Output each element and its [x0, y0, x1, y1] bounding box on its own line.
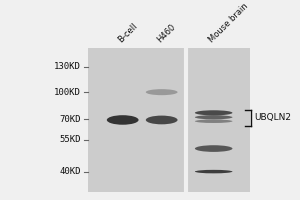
Ellipse shape — [195, 170, 232, 173]
Text: 55KD: 55KD — [59, 135, 81, 144]
Text: 100KD: 100KD — [54, 88, 81, 97]
Ellipse shape — [146, 89, 178, 95]
Text: B-cell: B-cell — [116, 22, 139, 44]
Text: 70KD: 70KD — [59, 115, 81, 124]
Ellipse shape — [107, 115, 139, 125]
Bar — [88, 48, 250, 192]
Ellipse shape — [195, 110, 232, 115]
Ellipse shape — [195, 119, 232, 123]
Ellipse shape — [195, 145, 232, 152]
Text: 40KD: 40KD — [59, 167, 81, 176]
Text: Mouse brain: Mouse brain — [207, 2, 250, 44]
Text: 130KD: 130KD — [54, 62, 81, 71]
Text: UBQLN2: UBQLN2 — [255, 113, 292, 122]
Text: H460: H460 — [155, 22, 177, 44]
Ellipse shape — [195, 115, 232, 119]
Ellipse shape — [146, 116, 178, 124]
